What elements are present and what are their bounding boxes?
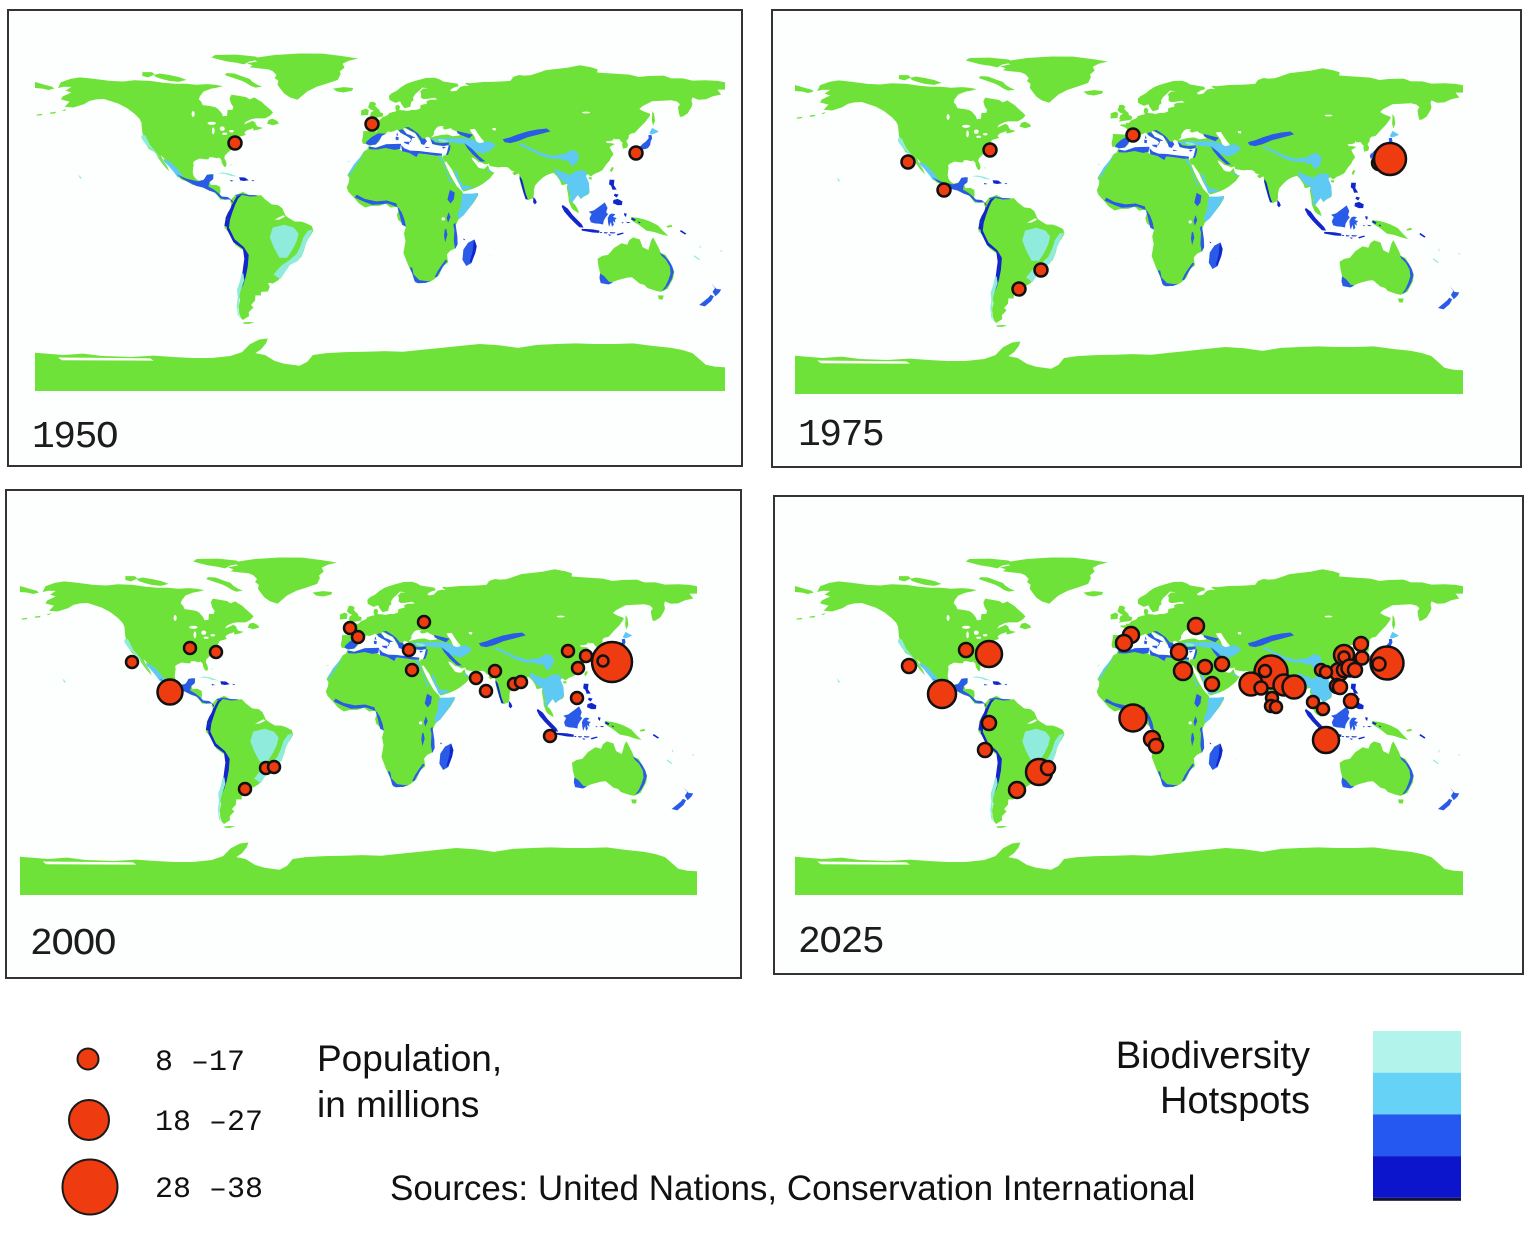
svg-text:1975: 1975 xyxy=(798,414,883,457)
svg-text:2OOO: 2OOO xyxy=(30,923,115,966)
svg-text:Sources: United Nations, Conse: Sources: United Nations, Conservation In… xyxy=(390,1169,1195,1208)
svg-text:Hotspots: Hotspots xyxy=(1160,1080,1310,1122)
svg-text:2O25: 2O25 xyxy=(798,921,883,964)
svg-text:195O: 195O xyxy=(32,416,117,459)
svg-text:8 –17: 8 –17 xyxy=(155,1046,245,1080)
svg-text:18 –27: 18 –27 xyxy=(155,1106,263,1140)
svg-text:Biodiversity: Biodiversity xyxy=(1116,1035,1310,1077)
svg-text:in millions: in millions xyxy=(317,1084,479,1125)
svg-text:28 –38: 28 –38 xyxy=(155,1173,263,1207)
svg-text:Population,: Population, xyxy=(317,1038,502,1079)
